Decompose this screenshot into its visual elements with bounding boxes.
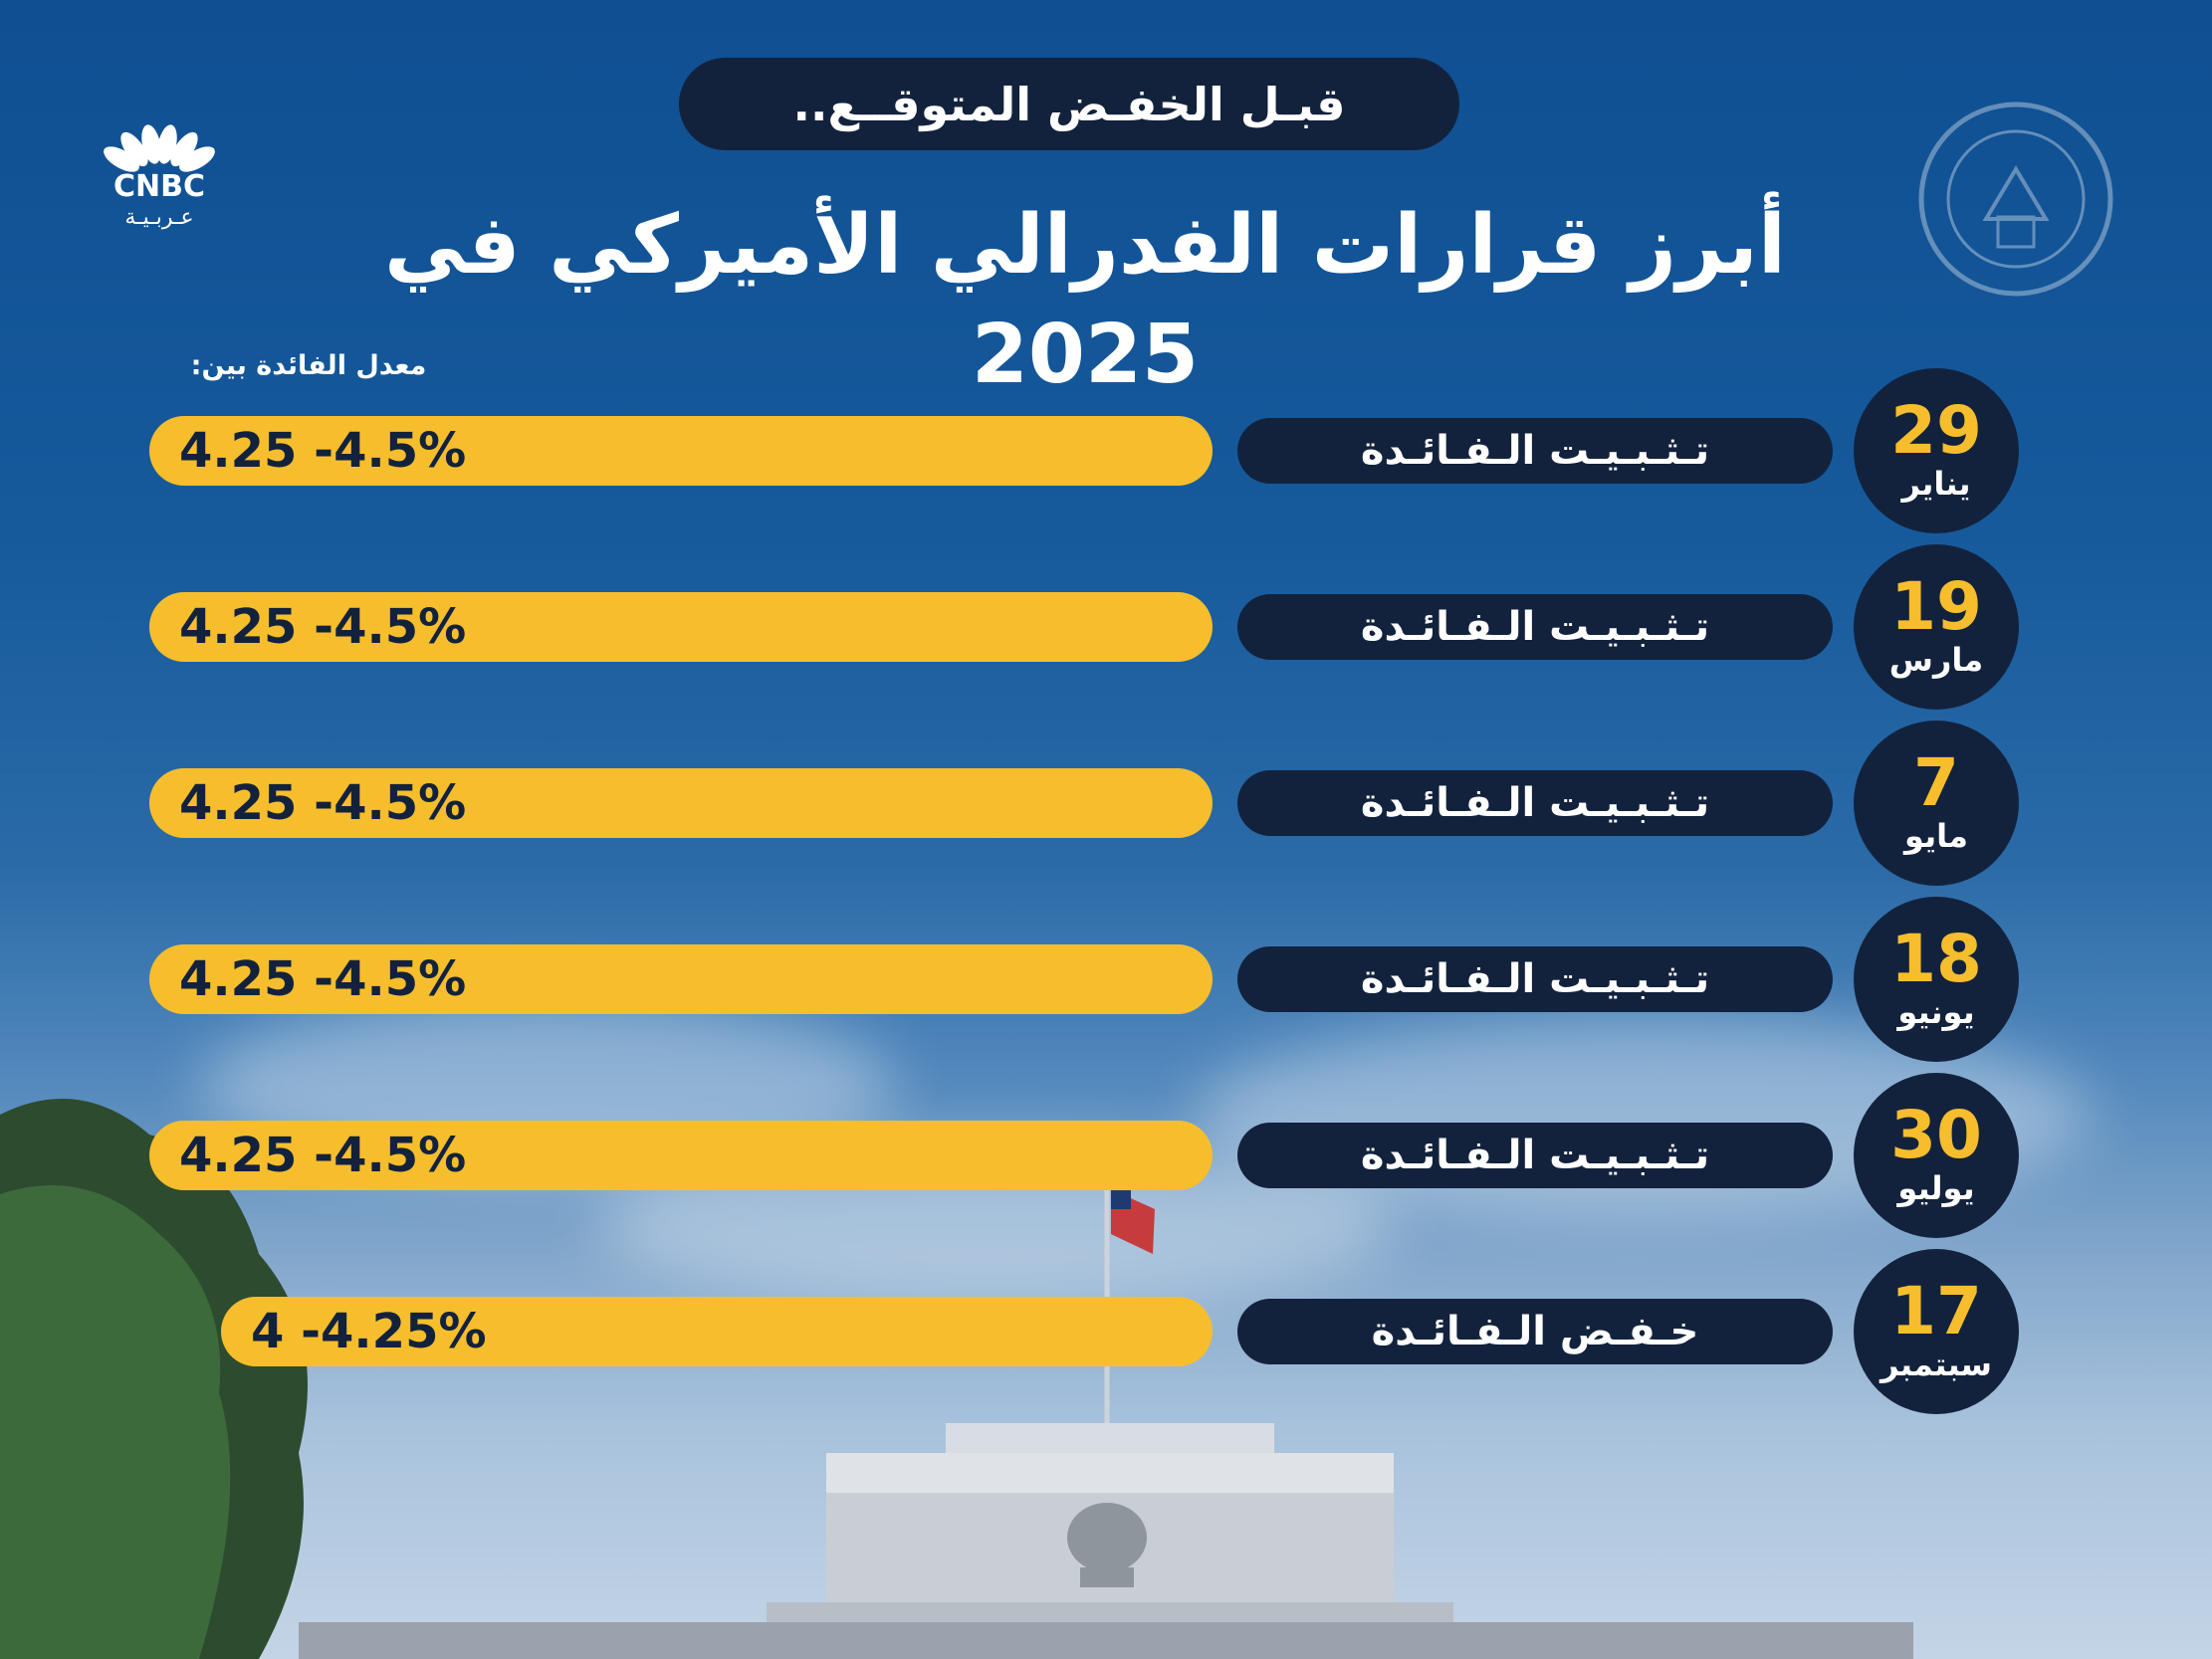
decision-pill: تـثـبـيـت الـفـائـدة	[1237, 946, 1833, 1012]
decision-row: 17 سبتمبر خـفـض الـفـائـدة 4 -4.25%	[0, 1249, 2212, 1418]
rate-bar: 4.25 -4.5%	[149, 944, 1213, 1014]
rate-bar: 4.25 -4.5%	[149, 416, 1213, 486]
logo-text: CNBC	[112, 169, 205, 204]
page-title: أبرز قرارات الفدرالي الأميركي في 2025	[384, 198, 1786, 402]
rate-bar-label: 4.25 -4.5%	[179, 1128, 467, 1183]
decision-pill: تـثـبـيـت الـفـائـدة	[1237, 770, 1833, 836]
rate-bar-label: 4.25 -4.5%	[179, 775, 467, 831]
eagle-sculpture	[1067, 1503, 1147, 1587]
date-day: 18	[1890, 921, 1982, 997]
date-day: 19	[1890, 568, 1982, 645]
rate-range-label: معدل الفائدة بين:	[190, 350, 427, 381]
rate-bar: 4.25 -4.5%	[149, 768, 1213, 838]
decision-pill: تـثـبـيـت الـفـائـدة	[1237, 418, 1833, 484]
date-month: مايو	[1904, 817, 1968, 855]
date-badge: 18 يونيو	[1854, 897, 2019, 1062]
rate-bar: 4.25 -4.5%	[149, 1121, 1213, 1190]
decision-row: 29 يناير تـثـبـيـت الـفـائـدة 4.25 -4.5%	[0, 368, 2212, 537]
date-badge: 7 مايو	[1854, 721, 2019, 886]
decision-row: 19 مارس تـثـبـيـت الـفـائـدة 4.25 -4.5%	[0, 544, 2212, 714]
decision-pill: تـثـبـيـت الـفـائـدة	[1237, 594, 1833, 660]
rate-bar-label: 4.25 -4.5%	[179, 599, 467, 655]
date-month: يوليو	[1897, 1169, 1975, 1207]
rate-bar-label: 4.25 -4.5%	[179, 951, 467, 1007]
date-day: 29	[1890, 392, 1982, 469]
headline-text: قبـل الخفـض المتوقــع..	[792, 77, 1346, 131]
date-day: 7	[1913, 744, 1959, 821]
headline-pill: قبـل الخفـض المتوقــع..	[679, 58, 1459, 150]
decision-pill: تـثـبـيـت الـفـائـدة	[1237, 1123, 1833, 1188]
date-day: 17	[1890, 1273, 1982, 1349]
rate-bar-label: 4 -4.25%	[251, 1304, 487, 1359]
rate-bar: 4.25 -4.5%	[149, 592, 1213, 662]
date-day: 30	[1890, 1097, 1982, 1173]
date-month: مارس	[1888, 641, 1984, 679]
rate-bar: 4 -4.25%	[221, 1297, 1213, 1366]
decision-row: 18 يونيو تـثـبـيـت الـفـائـدة 4.25 -4.5%	[0, 897, 2212, 1066]
tree-image	[0, 1099, 308, 1659]
decision-row: 30 يوليو تـثـبـيـت الـفـائـدة 4.25 -4.5%	[0, 1073, 2212, 1242]
date-month: يونيو	[1897, 993, 1975, 1031]
date-badge: 30 يوليو	[1854, 1073, 2019, 1238]
logo-subtext: عـربـيـة	[124, 205, 194, 230]
date-badge: 17 سبتمبر	[1854, 1249, 2019, 1414]
date-badge: 19 مارس	[1854, 544, 2019, 710]
decision-pill: خـفـض الـفـائـدة	[1237, 1299, 1833, 1364]
us-flag	[1111, 1189, 1155, 1254]
date-month: يناير	[1901, 465, 1971, 503]
federal-reserve-seal-icon	[1918, 102, 2113, 297]
decision-row: 7 مايو تـثـبـيـت الـفـائـدة 4.25 -4.5%	[0, 721, 2212, 890]
federal-reserve-building-image	[299, 1184, 1913, 1659]
rate-bar-label: 4.25 -4.5%	[179, 423, 467, 479]
date-badge: 29 يناير	[1854, 368, 2019, 533]
cnbc-peacock-icon	[104, 124, 215, 172]
date-month: سبتمبر	[1880, 1346, 1992, 1383]
